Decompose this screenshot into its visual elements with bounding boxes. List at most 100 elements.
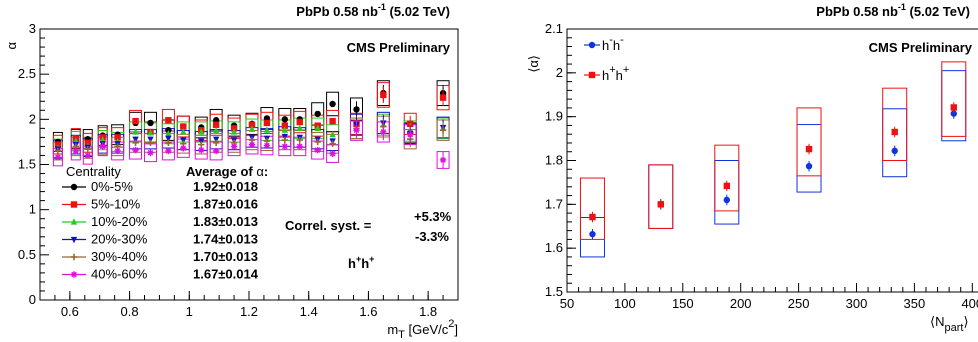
data-point	[147, 119, 154, 127]
y-tick-label: 2	[29, 111, 36, 126]
x-tick-label: 1	[186, 304, 193, 319]
data-point	[263, 126, 271, 133]
x-tick-label: 300	[846, 296, 868, 311]
syst-box	[714, 160, 740, 225]
data-point	[589, 213, 596, 221]
y-tick-label: 0.5	[18, 247, 36, 262]
x-tick-label: 1.2	[240, 304, 258, 319]
x-tick-label: 250	[788, 296, 810, 311]
data-point	[439, 94, 447, 101]
data-point	[180, 145, 187, 152]
data-point	[589, 230, 596, 238]
data-point	[380, 91, 387, 99]
data-point	[132, 117, 139, 125]
data-point	[281, 116, 289, 123]
data-point	[296, 143, 303, 150]
syst-box	[882, 87, 908, 161]
data-point	[407, 131, 414, 138]
data-point	[147, 149, 154, 156]
y-tick-label: 1	[29, 202, 36, 217]
data-point	[72, 137, 80, 144]
x-tick-label: 1.4	[300, 304, 318, 319]
data-point	[248, 125, 256, 132]
left-x-axis-label: mT [GeV/c2]	[387, 318, 458, 341]
data-point	[54, 147, 62, 155]
average-header: Average of α:	[186, 164, 268, 179]
right-syst-boxes	[579, 61, 967, 258]
data-point	[314, 124, 321, 131]
data-point	[132, 128, 139, 135]
x-tick-label: 400	[961, 296, 978, 311]
left-legend-rows: 0%-5% 1.92±0.018 5%-10% 1.87±0.016 10%-20% 1.…	[62, 179, 259, 282]
x-tick-label: 1.8	[419, 304, 437, 319]
legend-marker	[70, 271, 78, 278]
correl-syst-plus: +5.3%	[414, 209, 452, 224]
legend-title: Centrality	[66, 164, 121, 179]
data-point	[281, 126, 289, 133]
correl-syst-minus: -3.3%	[415, 229, 449, 244]
right-header: PbPb 0.58 nb-1 (5.02 TeV)	[816, 2, 970, 19]
x-tick-label: 50	[560, 296, 574, 311]
data-point	[657, 201, 664, 208]
syst-box	[882, 108, 908, 178]
x-tick-label: 150	[672, 296, 694, 311]
left-y-axis-label: α	[4, 42, 19, 50]
data-point	[281, 122, 289, 129]
data-point	[212, 121, 220, 128]
legend-marker	[70, 183, 78, 191]
data-point	[723, 196, 731, 204]
x-tick-label: 1.6	[359, 304, 377, 319]
legend-entry-label: h-h-	[602, 34, 624, 53]
legend-marker	[70, 201, 78, 208]
syst-box	[796, 107, 822, 177]
data-point	[99, 143, 106, 150]
legend-marker	[588, 71, 596, 79]
legend-marker	[70, 218, 78, 225]
syst-box	[436, 151, 450, 169]
data-point	[198, 128, 205, 135]
correl-syst-label: Correl. syst. =	[285, 218, 372, 233]
x-tick-label: 100	[614, 296, 636, 311]
data-point	[281, 136, 289, 144]
data-point	[329, 117, 336, 125]
syst-box	[326, 91, 340, 117]
data-point	[147, 139, 154, 147]
data-point	[248, 121, 256, 128]
y-tick-label: 1.5	[18, 157, 36, 172]
right-legend: h-h-h+h+	[584, 34, 629, 83]
x-tick-label: 0.8	[121, 304, 139, 319]
legend-marker	[70, 236, 78, 244]
data-point	[263, 142, 271, 149]
data-point	[198, 141, 205, 148]
data-point	[380, 128, 387, 136]
data-point	[165, 129, 172, 137]
syst-box	[376, 82, 390, 108]
legend-marker	[588, 41, 596, 49]
data-point	[165, 139, 172, 147]
data-point	[84, 152, 91, 159]
data-point	[329, 140, 336, 147]
y-tick-label: 1.9	[545, 109, 563, 124]
y-tick-label: 1.7	[545, 196, 563, 211]
data-point	[230, 128, 238, 135]
data-point	[950, 104, 957, 111]
data-point	[805, 145, 813, 153]
data-point	[248, 141, 256, 148]
legend-entry-average: 1.83±0.013	[193, 214, 258, 229]
y-tick-label: 2.1	[545, 21, 563, 36]
y-tick-label: 3	[29, 21, 36, 36]
data-point	[314, 110, 321, 118]
data-point	[439, 126, 447, 134]
legend-entry-label: 10%-20%	[91, 214, 148, 229]
left-y-ticks: 0 0.5 1 1.5 2 2.5 3	[18, 21, 49, 307]
data-point	[180, 123, 187, 130]
data-point	[180, 128, 187, 135]
data-point	[132, 139, 139, 147]
data-point	[314, 146, 321, 154]
legend-marker	[70, 253, 78, 261]
data-point	[99, 136, 106, 143]
data-point	[950, 110, 957, 117]
syst-box	[648, 164, 674, 229]
data-point	[212, 147, 220, 155]
data-point	[132, 146, 139, 154]
